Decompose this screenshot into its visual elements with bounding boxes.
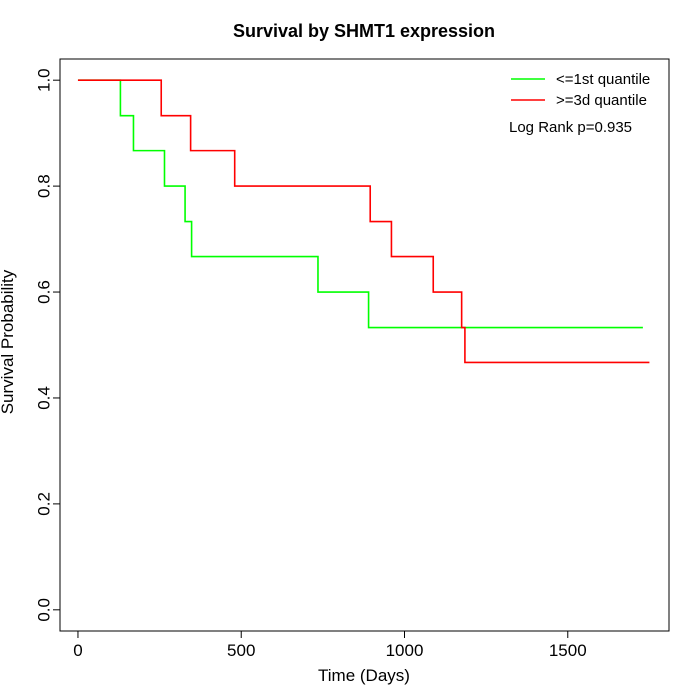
y-tick-label: 1.0 — [35, 68, 54, 92]
y-tick-label: 0.6 — [35, 280, 54, 304]
series-line-1 — [77, 79, 643, 329]
y-axis: 0.0 0.2 0.4 0.6 0.8 1.0 — [35, 68, 61, 622]
y-tick-label: 0.0 — [35, 598, 54, 622]
plot-frame — [59, 58, 670, 632]
legend-label: >=3d quantile — [556, 92, 647, 109]
x-tick-label: 500 — [227, 641, 255, 660]
legend: <=1st quantile >=3d quantile — [511, 71, 650, 109]
legend-label: <=1st quantile — [556, 71, 650, 88]
x-axis: 0 500 1000 1500 — [73, 630, 587, 660]
x-tick-label: 1500 — [549, 641, 587, 660]
x-tick-label: 0 — [73, 641, 82, 660]
y-tick-label: 0.4 — [35, 386, 54, 410]
y-tick-label: 0.2 — [35, 492, 54, 516]
series-lines — [77, 79, 650, 364]
y-tick-label: 0.8 — [35, 174, 54, 198]
x-tick-label: 1000 — [386, 641, 424, 660]
series-line-2 — [77, 79, 650, 364]
x-axis-label: Time (Days) — [318, 666, 410, 685]
chart-title: Survival by SHMT1 expression — [233, 21, 495, 41]
log-rank-annotation: Log Rank p=0.935 — [509, 119, 632, 136]
y-axis-label: Survival Probability — [0, 269, 17, 414]
